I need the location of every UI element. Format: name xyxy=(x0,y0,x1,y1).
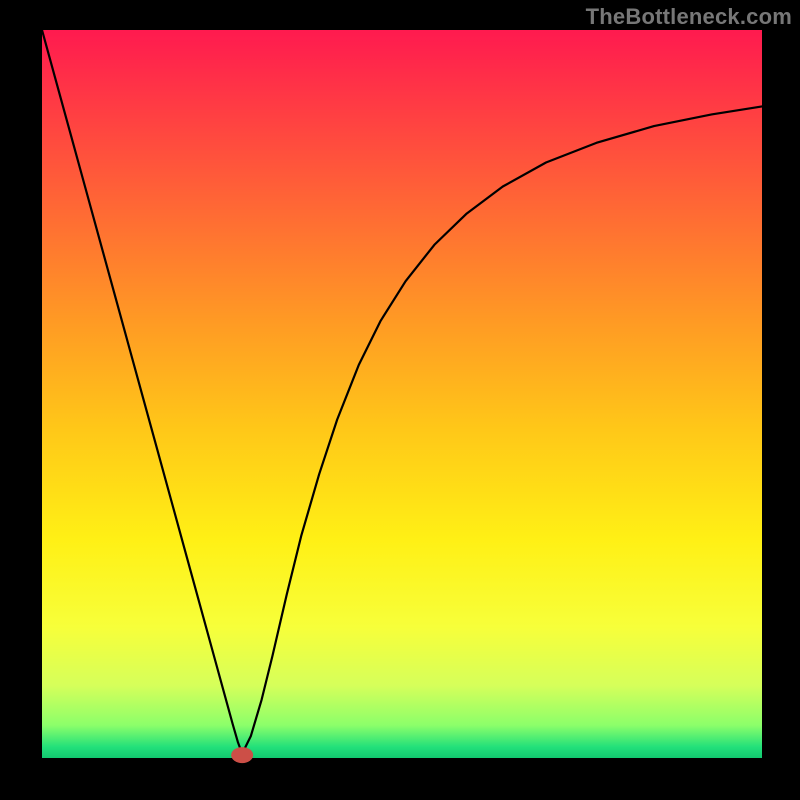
min-marker xyxy=(231,747,253,763)
plot-area xyxy=(42,30,762,758)
bottleneck-chart xyxy=(0,0,800,800)
watermark-text: TheBottleneck.com xyxy=(586,4,792,30)
chart-root: TheBottleneck.com xyxy=(0,0,800,800)
